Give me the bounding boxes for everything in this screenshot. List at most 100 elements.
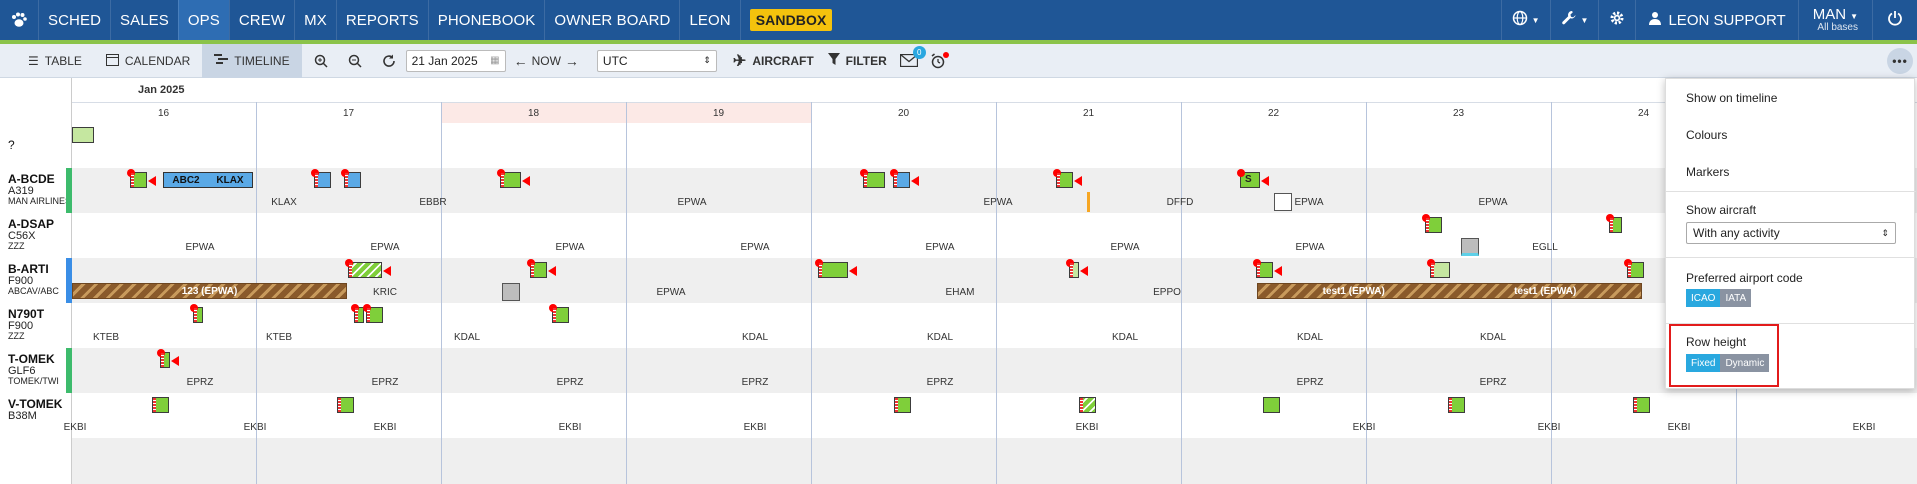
nav-mx[interactable]: MX: [294, 0, 336, 40]
base-selector[interactable]: MAN ▼ All bases: [1797, 0, 1872, 40]
flight-block[interactable]: [1606, 214, 1622, 233]
zoom-out-icon[interactable]: [344, 44, 366, 78]
flight-block[interactable]: [860, 169, 885, 188]
flight-block[interactable]: [127, 169, 156, 188]
aircraft-row-label[interactable]: T-OMEK GLF6 TOMEK/TWI: [0, 348, 72, 393]
icao-option[interactable]: ICAO: [1686, 289, 1721, 307]
airport-code: EPWA: [1110, 242, 1140, 253]
row-height-toggle: Fixed Dynamic: [1686, 354, 1770, 372]
base-subtitle: All bases: [1817, 21, 1858, 33]
airport-code: EBBR: [419, 197, 447, 208]
nav-leon[interactable]: LEON: [679, 0, 739, 40]
flight-block[interactable]: [1066, 259, 1088, 278]
markers-item[interactable]: Markers: [1686, 165, 1730, 179]
maintenance-bar[interactable]: test1 (EPWA) test1 (EPWA): [1257, 283, 1642, 299]
flight-block[interactable]: [1263, 397, 1280, 413]
show-on-timeline-item[interactable]: Show on timeline: [1686, 91, 1778, 105]
nav-owner-board[interactable]: OWNER BOARD: [544, 0, 679, 40]
flight-block[interactable]: [351, 304, 364, 323]
aircraft-row-label[interactable]: A-DSAP C56X ZZZ: [0, 213, 72, 258]
date-input[interactable]: 21 Jan 2025 ▦: [405, 49, 506, 72]
colours-item[interactable]: Colours: [1686, 128, 1728, 142]
flight-block[interactable]: [1253, 259, 1282, 278]
flight-block[interactable]: [1079, 397, 1096, 413]
day-separator: [441, 102, 442, 484]
aircraft-row-label[interactable]: N790T F900 ZZZ: [0, 303, 72, 348]
nav-reports[interactable]: REPORTS: [335, 0, 428, 40]
flight-block[interactable]: [1053, 169, 1082, 188]
maintenance-bar[interactable]: 123 (EPWA): [72, 283, 347, 299]
aircraft-row-label[interactable]: V-TOMEK B38M: [0, 393, 72, 438]
flight-block[interactable]: [152, 397, 169, 413]
nav-sales[interactable]: SALES: [110, 0, 178, 40]
empty-slot[interactable]: [1274, 193, 1292, 211]
more-options-button[interactable]: •••: [1887, 48, 1913, 74]
iata-option[interactable]: IATA: [1720, 289, 1752, 307]
refresh-icon[interactable]: [378, 44, 400, 78]
nav-crew[interactable]: CREW: [228, 0, 294, 40]
flight-block[interactable]: [815, 259, 857, 278]
paw-logo-icon[interactable]: [0, 0, 38, 40]
show-aircraft-select[interactable]: With any activity ⇕: [1686, 222, 1896, 244]
aircraft-type: F900: [8, 319, 34, 332]
dynamic-option[interactable]: Dynamic: [1720, 354, 1770, 372]
airport-code-toggle: ICAO IATA: [1686, 289, 1752, 307]
flight-block[interactable]: [1624, 259, 1644, 278]
zoom-in-icon[interactable]: [310, 44, 332, 78]
flight-block[interactable]: [311, 169, 331, 188]
timeline-view-button[interactable]: TIMELINE: [202, 43, 302, 78]
alarm-clock-icon[interactable]: [927, 44, 949, 78]
arrow-left-icon[interactable]: ←: [513, 52, 528, 69]
flight-block[interactable]: [497, 169, 530, 188]
timeline-row: [0, 393, 1917, 438]
nav-sandbox[interactable]: SANDBOX: [739, 0, 842, 40]
logout-button[interactable]: [1872, 0, 1917, 40]
tools-menu[interactable]: ▼: [1549, 0, 1599, 40]
flight-block[interactable]: S: [1237, 169, 1269, 188]
empty-slot[interactable]: [502, 283, 520, 301]
filter-button[interactable]: FILTER: [826, 44, 899, 78]
timeline-options-panel: Show on timeline Colours Markers Show ai…: [1665, 78, 1916, 389]
table-view-button[interactable]: ☰ TABLE: [16, 44, 94, 78]
flight-block[interactable]: [190, 304, 203, 323]
flight-block[interactable]: [890, 169, 919, 188]
timeline-row: [0, 438, 1917, 484]
now-button[interactable]: NOW: [531, 53, 561, 68]
messages-icon[interactable]: 0: [899, 44, 926, 78]
flight-block[interactable]: [1448, 397, 1465, 413]
wrench-icon: [1561, 10, 1577, 30]
settings-button[interactable]: [1598, 0, 1635, 40]
user-menu[interactable]: LEON SUPPORT: [1635, 0, 1797, 40]
arrow-right-icon[interactable]: →: [564, 52, 579, 69]
flight-block[interactable]: [1422, 214, 1442, 233]
aircraft-button[interactable]: ✈ AIRCRAFT: [721, 44, 826, 78]
flight-block[interactable]: [345, 259, 391, 278]
nav-phonebook[interactable]: PHONEBOOK: [427, 0, 545, 40]
language-menu[interactable]: ▼: [1500, 0, 1550, 40]
aircraft-row-label[interactable]: B-ARTI F900 ABCAV/ABC: [0, 258, 72, 303]
user-icon: [1648, 11, 1662, 29]
flight-block[interactable]: [894, 397, 911, 413]
flight-block[interactable]: [341, 169, 361, 188]
aircraft-row-label[interactable]: A-BCDE A319 MAN AIRLINES: [0, 168, 72, 213]
flight-block[interactable]: [157, 349, 179, 368]
flight-block[interactable]: [72, 127, 94, 143]
aircraft-registration: B-ARTI: [8, 262, 49, 276]
flight-block[interactable]: [337, 397, 354, 413]
calendar-view-button[interactable]: CALENDAR: [94, 44, 202, 78]
empty-slot[interactable]: [1461, 238, 1479, 256]
flight-block[interactable]: [363, 304, 383, 323]
aircraft-row-label[interactable]: ?: [0, 123, 72, 168]
timezone-select[interactable]: UTC ⇕: [596, 49, 717, 72]
nav-ops[interactable]: OPS: [177, 0, 229, 40]
flight-block[interactable]: [549, 304, 569, 323]
flight-block[interactable]: [1633, 397, 1650, 413]
flight-bar[interactable]: ABC2 KLAX: [163, 172, 253, 188]
flight-block[interactable]: [527, 259, 556, 278]
nav-sched[interactable]: SCHED: [38, 0, 110, 40]
airport-code: KDAL: [741, 332, 769, 343]
flight-block[interactable]: [1427, 259, 1450, 278]
alarm-indicator: [942, 51, 949, 58]
fixed-option[interactable]: Fixed: [1686, 354, 1721, 372]
airplane-icon: ✈: [732, 52, 747, 70]
